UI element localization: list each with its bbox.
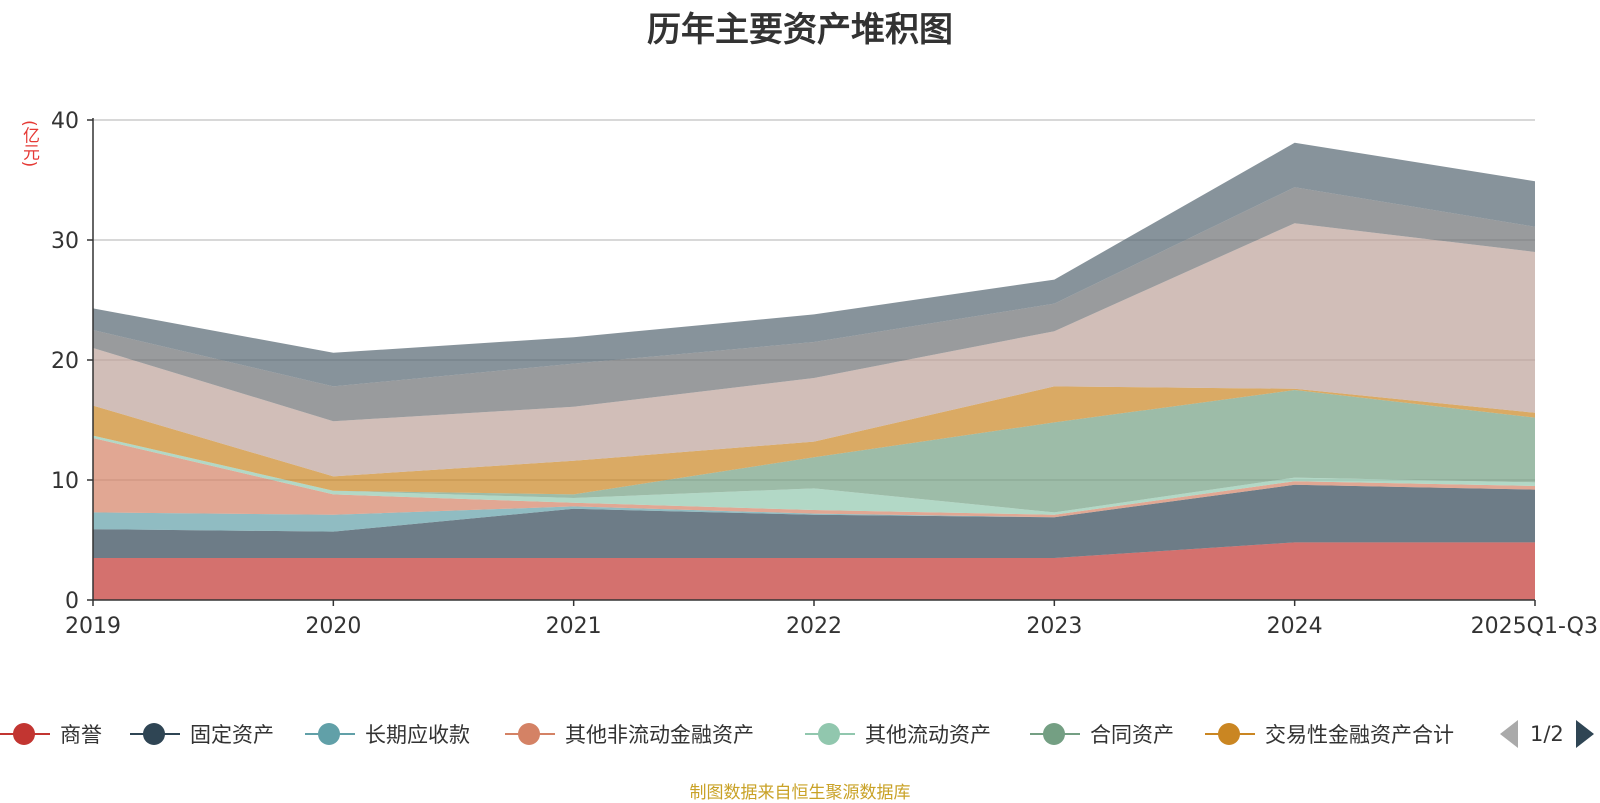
legend-item[interactable]: 合同资产 (1030, 716, 1174, 752)
x-tick-label: 2024 (1267, 614, 1323, 639)
legend-label: 其他流动资产 (865, 723, 991, 747)
legend-item[interactable]: 长期应收款 (305, 716, 470, 752)
legend-label: 其他非流动金融资产 (565, 723, 754, 747)
legend-prev-page-icon[interactable] (1500, 720, 1518, 748)
data-source-note: 制图数据来自恒生聚源数据库 (689, 783, 911, 803)
legend-marker-icon (505, 719, 555, 749)
legend-item[interactable]: 商誉 (0, 716, 102, 752)
legend: 商誉 固定资产 长期应收款 其他非流动金融资产 其他流动资产 合同资产 交易性金融资产合计 (0, 716, 1600, 752)
area-series-0 (93, 542, 1535, 600)
legend-marker-icon (1030, 719, 1080, 749)
x-tick-label: 2025Q1-Q3 (1471, 614, 1598, 639)
chart-title: 历年主要资产堆积图 (647, 10, 953, 50)
legend-item[interactable]: 固定资产 (130, 716, 274, 752)
stacked-area-chart: 0 10 20 30 40 2019 2020 2021 2022 2023 2024 2025Q1-… (51, 109, 1598, 639)
legend-label: 商誉 (60, 723, 102, 747)
y-tick-label: 10 (51, 469, 79, 494)
y-tick-label: 40 (51, 109, 79, 134)
x-tick-label: 2021 (546, 614, 602, 639)
legend-marker-icon (305, 719, 355, 749)
legend-label: 交易性金融资产合计 (1265, 723, 1454, 747)
legend-marker-icon (0, 719, 50, 749)
area-series-9 (93, 142, 1535, 387)
x-tick-label: 2023 (1026, 614, 1082, 639)
y-tick-label: 0 (65, 589, 79, 614)
y-tick-label: 20 (51, 349, 79, 374)
legend-pager: 1/2 (1500, 716, 1594, 752)
legend-item[interactable]: 其他非流动金融资产 (505, 716, 754, 752)
legend-marker-icon (805, 719, 855, 749)
legend-item[interactable]: 交易性金融资产合计 (1205, 716, 1454, 752)
legend-next-page-icon[interactable] (1575, 720, 1594, 748)
legend-label: 长期应收款 (365, 723, 470, 747)
area-series-8 (93, 187, 1535, 422)
legend-item[interactable]: 其他流动资产 (805, 716, 991, 752)
x-tick-label: 2020 (305, 614, 361, 639)
area-series-7 (93, 223, 1535, 477)
area-series-4 (93, 435, 1535, 515)
area-series-3 (93, 438, 1535, 518)
legend-marker-icon (130, 719, 180, 749)
area-series-5 (93, 390, 1535, 513)
area-series-1 (93, 484, 1535, 558)
x-tick-label: 2019 (65, 614, 121, 639)
legend-label: 合同资产 (1090, 723, 1174, 747)
legend-label: 固定资产 (190, 723, 274, 747)
y-axis-unit-label: (亿元) (19, 120, 39, 168)
legend-marker-icon (1205, 719, 1255, 749)
area-series-2 (93, 484, 1535, 532)
y-tick-label: 30 (51, 229, 79, 254)
x-tick-label: 2022 (786, 614, 842, 639)
legend-page-indicator: 1/2 (1530, 722, 1564, 746)
